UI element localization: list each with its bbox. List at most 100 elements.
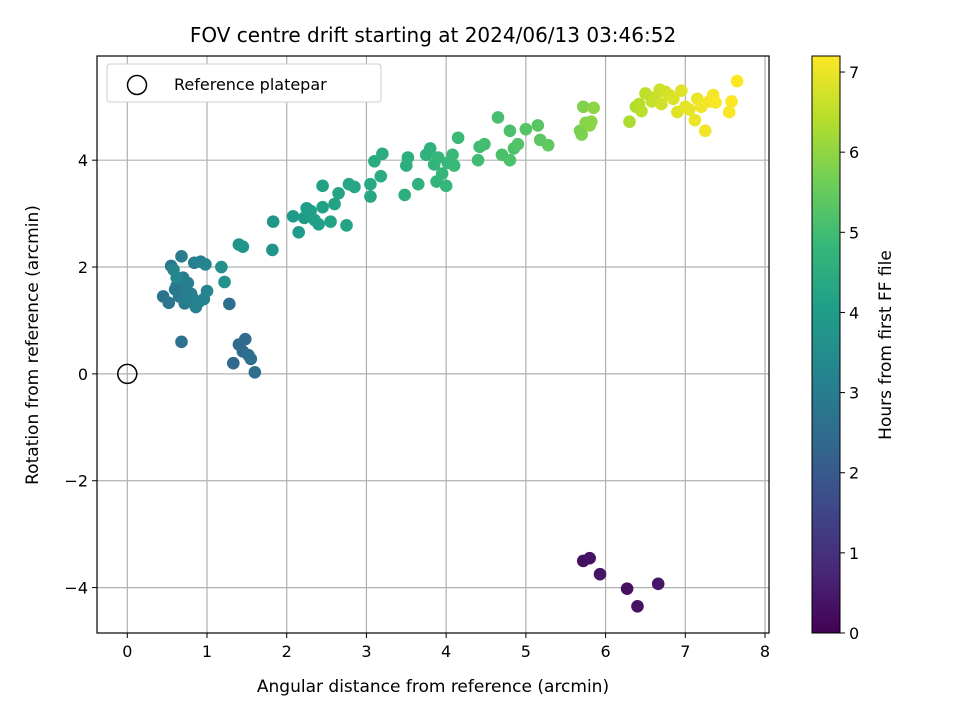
data-point bbox=[401, 151, 415, 164]
data-point bbox=[593, 567, 607, 581]
colorbar-tick-label: 0 bbox=[849, 624, 859, 643]
data-point bbox=[511, 137, 525, 151]
colorbar-tick-label: 2 bbox=[849, 464, 859, 483]
data-point bbox=[725, 95, 738, 108]
x-tick-label: 3 bbox=[361, 642, 371, 661]
colorbar-tick-label: 4 bbox=[849, 303, 859, 322]
colorbar-tick-label: 1 bbox=[849, 544, 859, 563]
data-point bbox=[324, 215, 337, 228]
data-point bbox=[491, 111, 505, 124]
data-point bbox=[340, 219, 353, 232]
data-point bbox=[364, 190, 377, 203]
data-point bbox=[503, 153, 517, 167]
data-point bbox=[541, 138, 555, 152]
data-point bbox=[248, 365, 262, 379]
legend-marker-open-circle bbox=[126, 74, 148, 96]
data-point bbox=[348, 180, 361, 194]
data-point bbox=[200, 284, 214, 298]
data-point bbox=[576, 100, 590, 114]
colorbar-tick-label: 6 bbox=[849, 143, 859, 162]
data-point bbox=[223, 297, 236, 311]
reference-platepar-point bbox=[117, 363, 138, 385]
data-point bbox=[531, 119, 545, 132]
data-point bbox=[431, 151, 445, 164]
data-point bbox=[667, 92, 680, 106]
data-point bbox=[227, 356, 240, 370]
data-point bbox=[181, 276, 195, 290]
data-point bbox=[328, 197, 341, 211]
data-point bbox=[623, 115, 636, 129]
x-tick-label: 0 bbox=[122, 642, 132, 661]
x-tick-label: 6 bbox=[600, 642, 610, 661]
y-tick-label: 4 bbox=[78, 151, 88, 170]
data-point bbox=[238, 332, 252, 346]
data-point bbox=[688, 113, 702, 127]
data-point bbox=[620, 582, 634, 595]
data-point bbox=[199, 258, 212, 271]
reference-marker bbox=[117, 363, 138, 385]
data-point bbox=[435, 167, 449, 180]
x-tick-label: 8 bbox=[760, 642, 770, 661]
data-point bbox=[451, 131, 465, 145]
x-tick-label: 1 bbox=[202, 642, 212, 661]
data-points bbox=[156, 74, 744, 613]
data-point bbox=[722, 105, 736, 119]
data-point bbox=[244, 352, 258, 366]
data-point bbox=[398, 188, 412, 202]
data-point bbox=[631, 599, 644, 613]
data-point bbox=[698, 124, 712, 138]
data-point bbox=[376, 147, 389, 161]
data-point bbox=[503, 124, 517, 138]
data-point bbox=[575, 128, 588, 141]
y-axis-label: Rotation from reference (arcmin) bbox=[23, 205, 43, 485]
data-point bbox=[215, 260, 228, 274]
legend-box bbox=[106, 63, 382, 103]
data-point bbox=[583, 551, 596, 565]
data-point bbox=[447, 159, 461, 172]
chart-title: FOV centre drift starting at 2024/06/13 … bbox=[190, 23, 676, 47]
colorbar-label: Hours from first FF file bbox=[876, 250, 896, 440]
data-point bbox=[439, 179, 453, 193]
data-point bbox=[655, 97, 668, 111]
data-point bbox=[651, 577, 665, 591]
y-tick-label: −4 bbox=[64, 579, 88, 598]
data-point bbox=[312, 217, 325, 231]
data-point bbox=[446, 148, 459, 162]
colorbar-tick-label: 5 bbox=[849, 223, 859, 242]
data-point bbox=[587, 101, 600, 115]
data-point bbox=[236, 240, 250, 254]
data-point bbox=[374, 169, 388, 183]
data-point bbox=[478, 137, 491, 151]
x-axis-ticks: 0 1 2 3 4 5 6 7 8 bbox=[122, 633, 770, 661]
data-point bbox=[316, 200, 329, 214]
data-point bbox=[709, 96, 722, 109]
data-point bbox=[175, 250, 188, 263]
y-tick-label: 2 bbox=[78, 258, 88, 277]
legend: Reference platepar bbox=[106, 63, 382, 103]
x-axis-label: Angular distance from reference (arcmin) bbox=[257, 677, 609, 697]
colorbar-ticks: 0 1 2 3 4 5 6 7 bbox=[840, 63, 859, 643]
data-point bbox=[519, 122, 533, 136]
data-point bbox=[218, 275, 231, 289]
y-tick-label: −2 bbox=[64, 472, 88, 491]
colorbar-tick-label: 7 bbox=[849, 63, 859, 82]
x-tick-label: 5 bbox=[521, 642, 531, 661]
data-point bbox=[635, 104, 648, 118]
colorbar: 0 1 2 3 4 5 6 7 Hours from first FF file bbox=[811, 55, 896, 643]
data-point bbox=[368, 154, 381, 168]
y-axis-ticks: −4 −2 0 2 4 bbox=[64, 151, 97, 598]
data-point bbox=[316, 179, 329, 193]
data-point bbox=[286, 209, 300, 223]
data-point bbox=[730, 74, 744, 88]
plot-frame bbox=[96, 55, 770, 634]
legend-label: Reference platepar bbox=[174, 75, 327, 94]
data-point bbox=[292, 226, 305, 239]
data-point bbox=[332, 187, 345, 200]
data-point bbox=[682, 103, 696, 116]
data-point bbox=[266, 243, 279, 257]
data-point bbox=[266, 215, 280, 228]
y-tick-label: 0 bbox=[78, 365, 88, 384]
colorbar-gradient bbox=[811, 55, 841, 634]
colorbar-tick-label: 3 bbox=[849, 384, 859, 403]
